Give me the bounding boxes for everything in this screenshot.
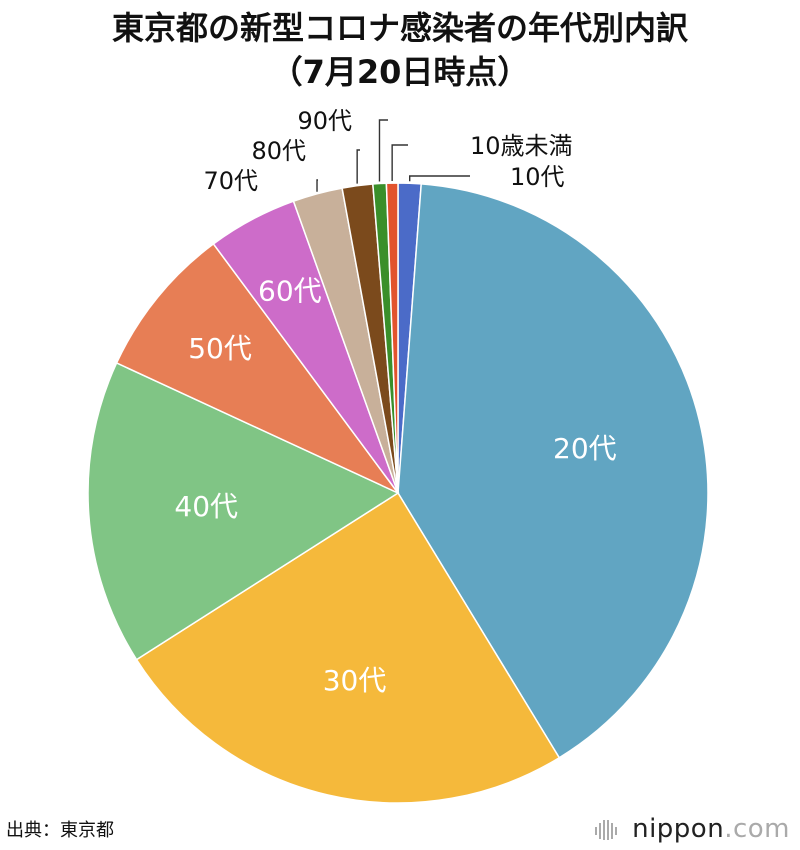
leader-line-7	[356, 149, 360, 184]
chart-title: 東京都の新型コロナ感染者の年代別内訳 （7月20日時点）	[0, 6, 800, 94]
leader-line-6	[316, 179, 318, 192]
leader-line-9	[391, 144, 408, 182]
brand-tld: com	[732, 814, 790, 844]
leader-line-0	[409, 175, 470, 182]
slice-label-9: 10歳未満	[470, 132, 573, 160]
brand-dot: .	[724, 814, 733, 844]
leader-line-8	[378, 119, 388, 182]
pie-slice-1	[397, 183, 709, 759]
slice-label-0: 10代	[510, 163, 565, 191]
pie-slice-4	[115, 242, 399, 494]
slice-label-7: 80代	[251, 137, 306, 165]
slice-label-1: 20代	[553, 432, 617, 465]
slice-label-4: 50代	[188, 332, 252, 365]
chart-title-line1: 東京都の新型コロナ感染者の年代別内訳	[111, 9, 688, 47]
slice-label-8: 90代	[297, 107, 352, 135]
pie-slice-3	[87, 361, 400, 661]
chart-title-line2: （7月20日時点）	[270, 53, 530, 91]
slice-label-5: 60代	[258, 275, 322, 308]
logo-bars-icon	[595, 819, 618, 840]
nippon-logo: nippon.com	[594, 814, 790, 844]
pie-slice-9	[385, 182, 399, 494]
pie-slice-2	[135, 491, 561, 804]
brand-name: nippon	[632, 814, 725, 844]
slice-label-6: 70代	[203, 167, 258, 195]
slice-label-2: 30代	[323, 664, 387, 697]
source-note: 出典：東京都	[6, 820, 114, 841]
slice-label-3: 40代	[174, 490, 238, 523]
